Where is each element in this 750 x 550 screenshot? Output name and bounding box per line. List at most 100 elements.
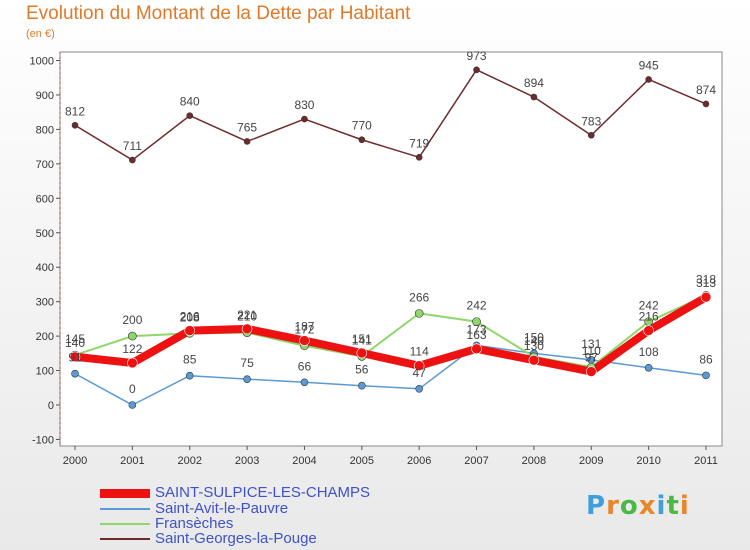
data-point — [71, 369, 79, 378]
legend-item: Fransèches — [100, 516, 233, 532]
chart-unit-label: (en €) — [26, 28, 55, 40]
legend-swatch — [100, 488, 150, 498]
data-label: 210 — [237, 310, 257, 324]
legend-item: Saint-Georges-la-Pouge — [100, 531, 317, 547]
legend-swatch — [100, 523, 150, 525]
data-label: 318 — [696, 272, 716, 286]
data-point — [702, 371, 710, 380]
x-tick-label: 2000 — [63, 455, 87, 467]
plot-area — [59, 51, 723, 447]
data-point — [643, 325, 654, 336]
proxiti-logo: Proxiti — [586, 491, 690, 521]
legend-label: Fransèches — [155, 515, 234, 532]
data-label: 0 — [129, 382, 136, 396]
y-tick-label: 400 — [36, 262, 54, 274]
logo-letter: r — [606, 491, 620, 521]
data-label: 75 — [240, 356, 254, 370]
data-label: 830 — [294, 98, 314, 112]
x-tick-label: 2011 — [694, 455, 718, 467]
data-label: 711 — [123, 139, 142, 153]
data-point — [71, 121, 79, 129]
data-label: 150 — [524, 330, 544, 344]
data-label: 122 — [122, 342, 142, 356]
logo-letter: P — [586, 491, 607, 521]
data-label: 242 — [639, 299, 659, 313]
data-point — [471, 343, 482, 355]
data-label: 840 — [180, 95, 200, 109]
data-point — [301, 115, 308, 123]
data-label: 874 — [696, 83, 716, 97]
y-tick-label: -100 — [32, 434, 54, 446]
data-label: 130 — [524, 339, 544, 353]
data-label: 85 — [183, 353, 197, 367]
legend-item: SAINT-SULPICE-LES-CHAMPS — [100, 485, 370, 501]
data-point — [645, 76, 652, 83]
data-label: 216 — [180, 310, 200, 324]
legend-item: Saint-Avit-le-Pauvre — [100, 501, 288, 517]
data-point — [587, 131, 595, 139]
data-label: 108 — [639, 345, 659, 359]
data-label: 313 — [696, 276, 716, 290]
y-tick-label: 1000 — [30, 56, 54, 68]
data-point — [358, 381, 366, 390]
data-point — [129, 156, 136, 164]
y-tick-label: 800 — [36, 124, 54, 136]
y-tick-label: 100 — [36, 366, 54, 378]
data-label: 97 — [585, 351, 599, 365]
data-point — [415, 154, 423, 161]
data-point — [127, 357, 138, 369]
x-tick-label: 2009 — [579, 455, 603, 467]
y-tick-label: 200 — [36, 331, 54, 343]
data-point — [299, 335, 310, 346]
data-label: 141 — [352, 333, 372, 347]
data-label: 266 — [409, 290, 429, 304]
data-point — [128, 331, 137, 341]
x-tick-label: 2008 — [522, 455, 546, 467]
x-tick-label: 2007 — [464, 455, 488, 467]
data-label: 145 — [65, 332, 85, 346]
data-label: 86 — [699, 352, 713, 366]
logo-letter: x — [638, 491, 657, 521]
data-point — [358, 136, 366, 144]
data-point — [243, 375, 251, 383]
data-label: 770 — [352, 119, 372, 133]
data-label: 945 — [639, 58, 659, 72]
x-tick-label: 2001 — [120, 455, 144, 467]
data-label: 151 — [352, 332, 372, 346]
logo-letter: i — [656, 491, 667, 521]
data-point — [415, 385, 423, 393]
data-label: 783 — [581, 114, 601, 128]
y-tick-label: 900 — [36, 90, 54, 102]
legend-swatch — [100, 508, 150, 510]
data-point — [585, 366, 597, 377]
data-label: 172 — [294, 323, 314, 337]
data-label: 140 — [65, 336, 85, 350]
data-label: 216 — [639, 310, 659, 324]
data-point — [184, 325, 196, 336]
x-tick-label: 2003 — [235, 455, 259, 467]
legend-label: Saint-Avit-le-Pauvre — [155, 500, 289, 517]
data-point — [528, 354, 540, 366]
data-point — [69, 351, 81, 363]
data-point — [356, 347, 368, 359]
data-point — [300, 378, 309, 387]
page-title: Evolution du Montant de la Dette par Hab… — [26, 3, 411, 24]
x-tick-label: 2005 — [350, 455, 374, 467]
data-label: 173 — [467, 322, 487, 336]
data-label: 47 — [413, 366, 427, 380]
logo-letter: t — [666, 491, 680, 521]
data-label: 208 — [180, 310, 200, 324]
data-point — [472, 317, 481, 326]
data-point — [241, 323, 253, 335]
data-label: 110 — [582, 344, 601, 358]
data-label: 114 — [410, 345, 429, 359]
x-tick-label: 2004 — [292, 455, 316, 467]
data-label: 894 — [524, 76, 544, 90]
data-label: 812 — [65, 104, 85, 118]
data-label: 221 — [237, 308, 257, 322]
y-tick-label: 500 — [36, 228, 54, 240]
data-label: 140 — [524, 334, 544, 348]
data-point — [185, 371, 194, 380]
